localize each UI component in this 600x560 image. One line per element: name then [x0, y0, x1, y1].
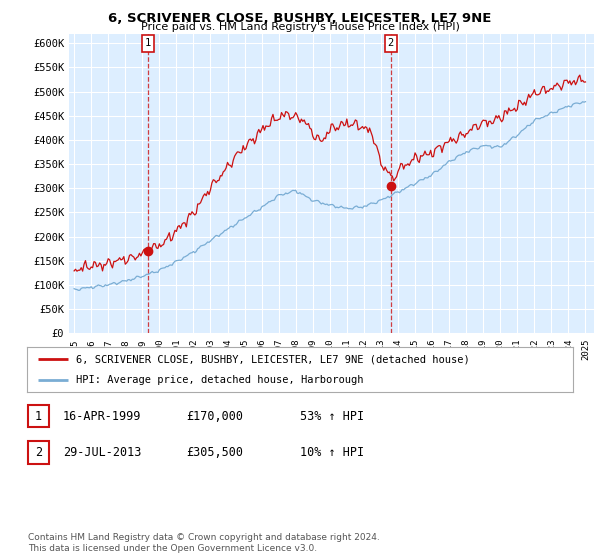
- Text: 10% ↑ HPI: 10% ↑ HPI: [300, 446, 364, 459]
- Text: 29-JUL-2013: 29-JUL-2013: [63, 446, 142, 459]
- Text: £170,000: £170,000: [186, 409, 243, 423]
- Text: Price paid vs. HM Land Registry's House Price Index (HPI): Price paid vs. HM Land Registry's House …: [140, 22, 460, 32]
- Text: HPI: Average price, detached house, Harborough: HPI: Average price, detached house, Harb…: [76, 375, 364, 385]
- Text: 53% ↑ HPI: 53% ↑ HPI: [300, 409, 364, 423]
- Text: 1: 1: [145, 39, 151, 48]
- Text: 2: 2: [35, 446, 42, 459]
- Text: 6, SCRIVENER CLOSE, BUSHBY, LEICESTER, LE7 9NE: 6, SCRIVENER CLOSE, BUSHBY, LEICESTER, L…: [109, 12, 491, 25]
- Text: 1: 1: [35, 409, 42, 423]
- Text: 16-APR-1999: 16-APR-1999: [63, 409, 142, 423]
- Text: 2: 2: [388, 39, 394, 48]
- Text: £305,500: £305,500: [186, 446, 243, 459]
- Text: Contains HM Land Registry data © Crown copyright and database right 2024.
This d: Contains HM Land Registry data © Crown c…: [28, 533, 380, 553]
- Text: 6, SCRIVENER CLOSE, BUSHBY, LEICESTER, LE7 9NE (detached house): 6, SCRIVENER CLOSE, BUSHBY, LEICESTER, L…: [76, 354, 470, 365]
